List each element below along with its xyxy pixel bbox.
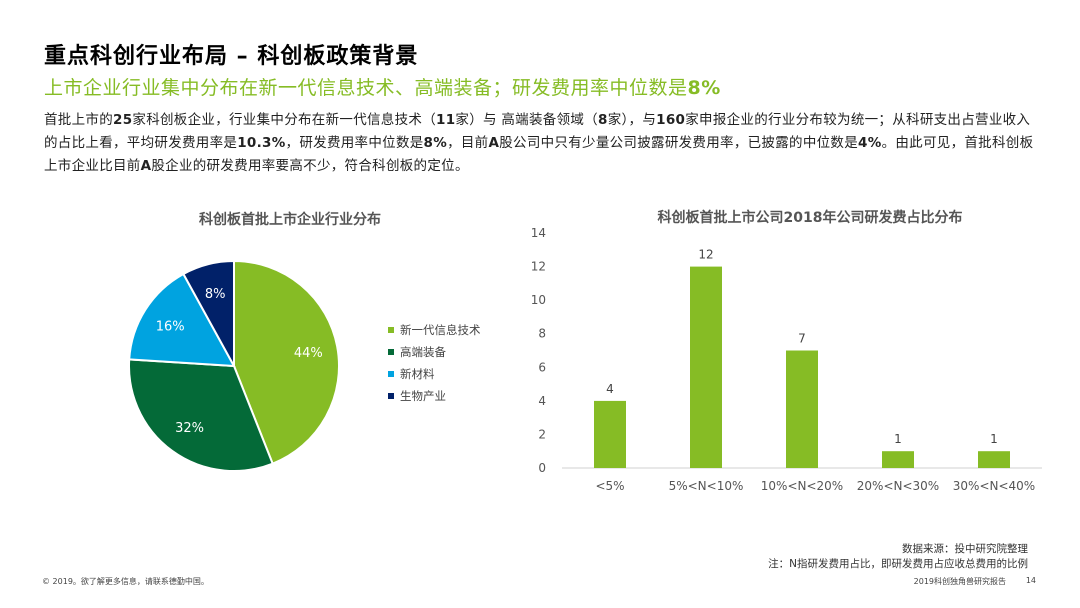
para-bold: 25 <box>113 112 133 128</box>
para-bold: A <box>488 135 500 151</box>
para-bold: 8% <box>423 135 448 151</box>
para-text: 。由此可见，首批科创板上市企业比目前 <box>44 135 1034 174</box>
para-text: 家申报企业的行业分布较为统一；从科研支出占营业收入的占比上看，平均研发费用率是 <box>44 112 1031 151</box>
para-text: 股企业的研发费用率要高不少，符合科创板的定位。 <box>151 158 469 174</box>
para-bold: 11 <box>436 112 456 128</box>
pie-legend-swatch-2 <box>388 349 394 355</box>
para-text: 股公司中只有少量公司披露研发费用率，已披露的中位数是 <box>499 135 859 151</box>
para-text: 家），与 <box>607 112 657 128</box>
para-bold: 160 <box>656 112 686 128</box>
para-text: ，研发费用率中位数是 <box>285 135 424 151</box>
para-text: 家科创板企业，行业集中分布在新一代信息技术（ <box>132 112 436 128</box>
page-title: 重点科创行业布局 – 科创板政策背景 <box>44 44 419 69</box>
rd-ratio-bar-chart: 科创板首批上市公司2018年公司研发费占比分布024681012144<5%12… <box>531 209 1042 493</box>
pie-legend-swatch-1 <box>388 327 394 333</box>
para-bold: A <box>140 158 152 174</box>
pie-legend-label-4: 生物产业 <box>400 389 446 403</box>
subtitle-text: 上市企业行业集中分布在新一代信息技术、高端装备；研发费用率中位数是 <box>44 77 688 99</box>
y-tick-label-4: 8 <box>538 327 546 341</box>
footnote: 注：N指研发费用占比，即研发费用占应收总费用的比例 <box>768 558 1028 570</box>
y-tick-label-2: 4 <box>538 394 546 408</box>
subtitle-highlight: 8% <box>687 77 721 99</box>
industry-pie-chart: 科创板首批上市企业行业分布 44% 32% 16% 8% 新一代信息技术高端装备新材料生物… <box>128 211 481 472</box>
bar-value-label-1: 4 <box>606 382 614 396</box>
bar-chart-title: 科创板首批上市公司2018年公司研发费占比分布 <box>658 209 963 226</box>
pie-slice-2 <box>128 358 274 472</box>
y-tick-label-6: 12 <box>531 260 546 274</box>
bar-1 <box>594 400 626 468</box>
para-text: 家）与 高端装备领域（ <box>455 112 598 128</box>
pie-slice-1 <box>233 259 340 465</box>
para-bold: 4% <box>858 135 882 151</box>
y-tick-label-5: 10 <box>531 293 546 307</box>
pie-slice-label-2: 32% <box>175 421 204 436</box>
pie-legend-swatch-4 <box>388 393 394 399</box>
pie-legend-label-2: 高端装备 <box>400 345 446 359</box>
bar-value-label-3: 7 <box>798 332 806 346</box>
pie-legend-label-3: 新材料 <box>400 367 435 381</box>
bar-value-label-4: 1 <box>894 432 902 446</box>
pie-slice-3 <box>128 272 236 368</box>
para-bold: 8 <box>597 112 608 128</box>
bar-2 <box>690 266 722 468</box>
y-tick-label-1: 2 <box>538 427 546 441</box>
y-tick-label-0: 0 <box>538 461 546 475</box>
pie-slice-label-3: 16% <box>156 320 185 335</box>
pie-legend-swatch-3 <box>388 371 394 377</box>
pie-slice-label-1: 44% <box>294 346 323 361</box>
bar-5 <box>978 451 1010 468</box>
para-text: ，目前 <box>447 135 489 151</box>
pie-slice-4 <box>182 259 235 367</box>
x-tick-label-3: 10%<N<20% <box>761 479 843 493</box>
pie-slice-label-4: 8% <box>205 287 226 302</box>
copyright: © 2019。欲了解更多信息，请联系德勤中国。 <box>42 577 209 586</box>
para-text: 首批上市的 <box>44 112 113 128</box>
para-bold: 10.3% <box>237 135 286 151</box>
report-name: 2019科创独角兽研究报告 <box>913 577 1006 586</box>
x-tick-label-1: <5% <box>595 479 624 493</box>
x-tick-label-4: 20%<N<30% <box>857 479 939 493</box>
bar-4 <box>882 451 914 468</box>
bar-3 <box>786 350 818 468</box>
page-subtitle: 上市企业行业集中分布在新一代信息技术、高端装备；研发费用率中位数是8% <box>44 73 721 100</box>
bar-value-label-2: 12 <box>698 248 713 262</box>
bar-value-label-5: 1 <box>990 432 998 446</box>
intro-paragraph: 首批上市的25家科创板企业，行业集中分布在新一代信息技术（11家）与 高端装备领… <box>44 109 1044 178</box>
y-tick-label-3: 6 <box>538 360 546 374</box>
x-tick-label-2: 5%<N<10% <box>669 479 744 493</box>
y-tick-label-7: 14 <box>531 226 546 240</box>
pie-chart-title: 科创板首批上市企业行业分布 <box>199 211 381 228</box>
data-source: 数据来源：投中研究院整理 <box>902 543 1028 555</box>
page-number: 14 <box>1025 576 1036 585</box>
x-tick-label-5: 30%<N<40% <box>953 479 1035 493</box>
pie-legend-label-1: 新一代信息技术 <box>400 323 481 337</box>
